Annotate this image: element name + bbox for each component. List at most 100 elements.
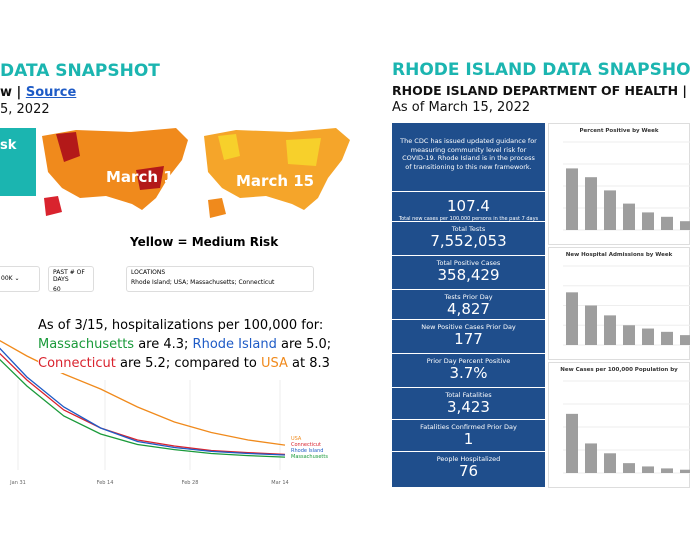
- bar: [661, 331, 673, 345]
- left-date: 5, 2022: [0, 102, 50, 117]
- risk-box: sk: [0, 128, 36, 196]
- dropdown-label: LOCATIONS: [131, 269, 166, 276]
- stat-value: 4,827: [447, 300, 490, 318]
- line-series: [0, 358, 286, 458]
- line-series: [0, 352, 286, 456]
- bar-chart: [563, 141, 690, 231]
- bar: [680, 335, 690, 345]
- maps: March 1 March 15: [42, 128, 350, 218]
- map-alaska: [208, 198, 226, 218]
- stat-label: Total Positive Cases: [436, 259, 501, 267]
- stat-box: New Positive Cases Prior Day 177: [392, 320, 545, 354]
- x-tick-label: Feb 14: [97, 480, 114, 486]
- bar: [623, 325, 635, 345]
- x-tick-label: Mar 14: [271, 480, 288, 486]
- bar: [680, 221, 690, 230]
- bar: [642, 328, 654, 345]
- ri: Rhode Island: [192, 337, 277, 352]
- stat-value: 358,429: [437, 266, 500, 284]
- left-title: DATA SNAPSHOT: [0, 61, 160, 81]
- stat-intro: The CDC has issued updated guidance for …: [392, 123, 545, 192]
- right-date: As of March 15, 2022: [392, 100, 531, 115]
- legend-label: USA: [291, 436, 302, 442]
- stat-label: Total Fatalities: [445, 391, 492, 399]
- bar: [623, 203, 635, 230]
- bar: [604, 315, 616, 345]
- map-region: [136, 166, 164, 190]
- t: are 5.2; compared to: [115, 356, 261, 371]
- bar: [642, 466, 654, 473]
- legend-label: Connecticut: [291, 442, 321, 448]
- stat-value: 1: [463, 430, 474, 448]
- stat-value: 3,423: [447, 398, 490, 416]
- stat-box: Total Fatalities 3,423: [392, 388, 545, 420]
- stat-value: 3.7%: [449, 364, 488, 382]
- bar: [604, 190, 616, 230]
- stat-label: People Hospitalized: [436, 455, 501, 463]
- bar: [661, 468, 673, 473]
- bar-chart: [563, 265, 690, 346]
- dropdown-value: 60: [53, 286, 61, 293]
- stat-value: 177: [454, 330, 483, 348]
- bar: [642, 212, 654, 230]
- x-tick-label: Feb 28: [182, 480, 199, 486]
- chart-panel: Percent Positive by Week: [548, 123, 690, 245]
- stat-value: 107.4: [447, 197, 490, 215]
- chart-panel: New Hospital Admissions by Week: [548, 247, 690, 360]
- t: at 8.3: [287, 356, 330, 371]
- right-title: RHODE ISLAND DATA SNAPSHOT: [392, 60, 690, 80]
- dropdown[interactable]: 00K ⌄: [0, 266, 40, 292]
- t: are 5.0;: [276, 337, 332, 352]
- bar: [680, 469, 690, 473]
- ma: Massachusetts: [38, 337, 135, 352]
- stat-label: Tests Prior Day: [444, 293, 493, 301]
- bar: [604, 453, 616, 473]
- chart-title: New Cases per 100,000 Population by: [560, 367, 678, 373]
- risk-text: sk: [0, 138, 17, 153]
- bar: [623, 463, 635, 473]
- dropdown-value: Rhode Island; USA; Massachusetts; Connec…: [131, 279, 275, 286]
- bar: [566, 413, 578, 473]
- dropdown-label: PAST # OF DAYS: [53, 269, 85, 283]
- t: are 4.3;: [134, 337, 193, 352]
- stat-value: 76: [458, 462, 479, 480]
- dropdown-value: 00K: [1, 275, 13, 282]
- bar: [585, 177, 597, 230]
- stat-box: Prior Day Percent Positive 3.7%: [392, 354, 545, 388]
- stat-box: Total Tests 7,552,053: [392, 222, 545, 256]
- dropdown[interactable]: LOCATIONS Rhode Island; USA; Massachusett…: [126, 266, 314, 292]
- stat-box: Fatalities Confirmed Prior Day 1: [392, 420, 545, 452]
- stat-label: Fatalities Confirmed Prior Day: [420, 423, 517, 431]
- stat-label: Total Tests: [451, 225, 486, 233]
- bar: [566, 168, 578, 230]
- stat-value: 7,552,053: [430, 232, 507, 250]
- map-region: [56, 132, 80, 162]
- view-text: w | Source: [0, 85, 76, 100]
- legend-label: Rhode Island: [291, 448, 323, 454]
- map-region: [286, 138, 321, 166]
- bar-chart: [563, 380, 690, 474]
- bar: [585, 443, 597, 473]
- note-line: As of 3/15, hospitalizations per 100,000…: [38, 318, 324, 333]
- map-region: [218, 134, 240, 160]
- stat-box: Total Positive Cases 358,429: [392, 256, 545, 290]
- dropdown[interactable]: PAST # OF DAYS 60: [48, 266, 94, 293]
- map-caption: Yellow = Medium Risk: [130, 235, 279, 249]
- source-link[interactable]: Source: [25, 85, 77, 100]
- stat-box: Tests Prior Day 4,827: [392, 290, 545, 320]
- right-subtitle: RHODE ISLAND DEPARTMENT OF HEALTH |: [392, 83, 687, 98]
- stat-label: New Positive Cases Prior Day: [421, 323, 516, 331]
- ct: Connecticut: [38, 356, 116, 371]
- stat-label: Prior Day Percent Positive: [426, 357, 511, 365]
- bar: [566, 292, 578, 345]
- stat-box: 107.4 Total new cases per 100,000 persons…: [392, 192, 545, 222]
- x-tick-label: Jan 31: [9, 480, 26, 486]
- stat-label: Total new cases per 100,000 persons in t…: [398, 216, 539, 222]
- hosp-note: As of 3/15, hospitalizations per 100,000…: [38, 316, 332, 373]
- map-label: March 15: [236, 172, 314, 190]
- map-label: March 1: [106, 168, 174, 186]
- view: w |: [0, 85, 22, 100]
- bar: [585, 305, 597, 345]
- map-alaska: [44, 196, 62, 216]
